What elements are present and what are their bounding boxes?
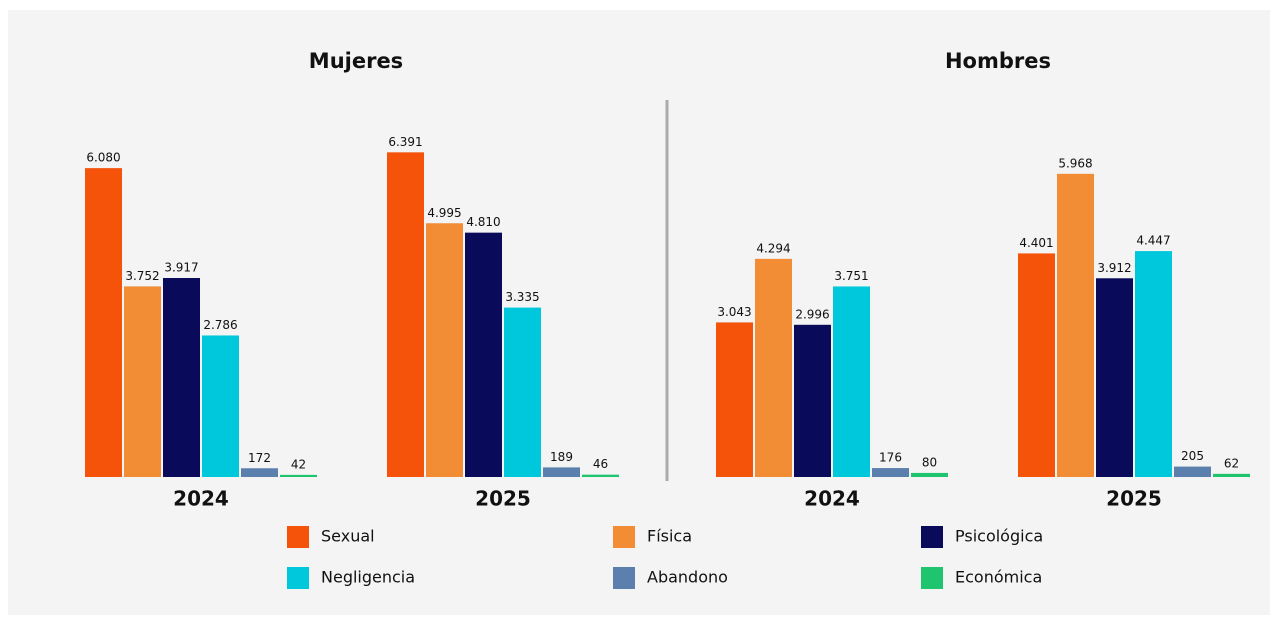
value-label: 4.447 (1136, 234, 1170, 248)
value-label: 4.995 (427, 206, 461, 220)
bar (163, 278, 200, 477)
bar (755, 258, 792, 477)
bar (241, 468, 278, 477)
bar (872, 468, 909, 477)
legend-label: Negligencia (321, 568, 415, 587)
value-label: 6.080 (86, 151, 120, 165)
panel-title: Hombres (945, 49, 1051, 73)
value-label: 172 (248, 451, 271, 465)
bar (426, 223, 463, 477)
bar (504, 307, 541, 477)
value-label: 4.294 (756, 241, 790, 255)
bar (582, 474, 619, 477)
legend-label: Abandono (647, 568, 728, 587)
bar (1057, 173, 1094, 477)
value-label: 62 (1224, 456, 1239, 470)
bar (1096, 278, 1133, 477)
x-tick-label: 2024 (173, 487, 229, 511)
bar (911, 472, 948, 477)
bar (465, 232, 502, 477)
value-label: 2.996 (795, 307, 829, 321)
bar (1213, 473, 1250, 477)
value-label: 42 (291, 457, 306, 471)
value-label: 5.968 (1058, 156, 1092, 170)
legend-swatch (921, 526, 943, 548)
bar (794, 324, 831, 477)
legend-label: Económica (955, 568, 1042, 587)
legend-label: Física (647, 527, 692, 546)
value-label: 189 (550, 450, 573, 464)
legend-swatch (287, 567, 309, 589)
x-tick-label: 2024 (804, 487, 860, 511)
bar (85, 168, 122, 478)
bar (124, 286, 161, 477)
bar (833, 286, 870, 477)
value-label: 6.391 (388, 135, 422, 149)
bar (387, 152, 424, 477)
legend-label: Sexual (321, 527, 375, 546)
bar (1135, 251, 1172, 477)
panel-title: Mujeres (309, 49, 403, 73)
legend-swatch (613, 567, 635, 589)
value-label: 80 (922, 455, 937, 469)
legend-label: Psicológica (955, 527, 1043, 546)
legend-swatch (921, 567, 943, 589)
bar (202, 335, 239, 477)
value-label: 3.043 (717, 305, 751, 319)
value-label: 3.751 (834, 269, 868, 283)
value-label: 176 (879, 451, 902, 465)
value-label: 3.917 (164, 261, 198, 275)
legend-swatch (287, 526, 309, 548)
value-label: 4.810 (466, 215, 500, 229)
bar (1018, 253, 1055, 477)
legend-swatch (613, 526, 635, 548)
bar (1174, 466, 1211, 477)
x-tick-label: 2025 (1106, 487, 1162, 511)
bar (543, 467, 580, 477)
bar (716, 322, 753, 477)
value-label: 2.786 (203, 318, 237, 332)
value-label: 3.912 (1097, 261, 1131, 275)
x-tick-label: 2025 (475, 487, 531, 511)
value-label: 3.335 (505, 290, 539, 304)
bar (280, 474, 317, 477)
value-label: 205 (1181, 449, 1204, 463)
value-label: 4.401 (1019, 236, 1053, 250)
value-label: 3.752 (125, 269, 159, 283)
value-label: 46 (593, 457, 608, 471)
